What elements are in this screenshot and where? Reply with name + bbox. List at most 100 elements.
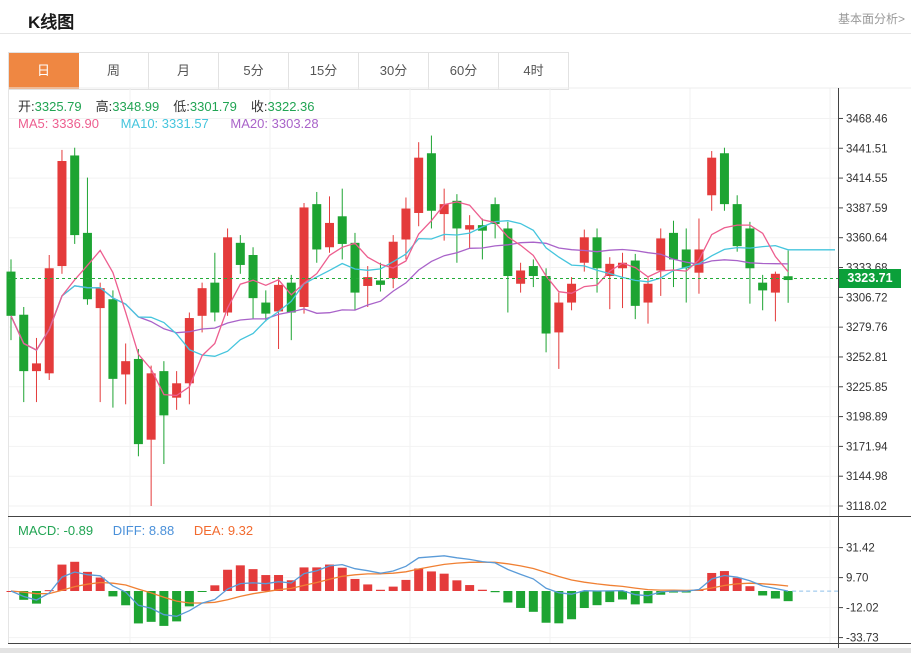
macd-histogram-bar: [261, 575, 271, 591]
macd-histogram-bar: [337, 567, 347, 591]
tab-week[interactable]: 周: [79, 53, 149, 89]
macd-histogram-bar: [172, 591, 182, 622]
main-y-axis-label: 3118.02: [846, 501, 887, 513]
macd-histogram-bar: [439, 573, 449, 591]
macd-histogram-bar: [312, 567, 322, 591]
candle-body: [516, 270, 526, 284]
main-y-axis-label: 3198.89: [846, 412, 888, 424]
diff-line: [10, 555, 789, 617]
macd-histogram-bar: [121, 591, 131, 606]
candle-body: [605, 263, 615, 277]
macd-histogram-bar: [44, 590, 54, 592]
ma20-label: MA20:: [230, 116, 268, 131]
high-label: 高:: [95, 99, 113, 114]
candle-body: [375, 280, 385, 285]
diff-label: DIFF:: [112, 523, 146, 538]
candle-body: [325, 222, 334, 248]
macd-histogram-bar: [656, 591, 666, 595]
macd-histogram-bar: [325, 564, 334, 591]
macd-y-axis-label: 9.70: [846, 573, 868, 585]
current-price-tag: 3323.71: [839, 269, 901, 288]
tab-5min[interactable]: 5分: [219, 53, 289, 89]
header-divider: [0, 33, 911, 34]
macd-histogram-bar: [503, 591, 513, 603]
candle-body: [618, 262, 628, 269]
candle-body: [528, 266, 538, 277]
macd-histogram-bar: [184, 591, 194, 607]
ma5-readout: MA5: 3336.90: [18, 116, 99, 131]
ma5-line: [10, 201, 789, 397]
macd-histogram-bar: [388, 586, 398, 591]
fundamental-analysis-link[interactable]: 基本面分析>: [837, 12, 905, 26]
macd-histogram-bar: [286, 580, 296, 591]
candle-body: [681, 249, 691, 269]
candle-body: [668, 232, 678, 260]
macd-histogram-bar: [31, 591, 41, 604]
close-label: 收:: [250, 99, 268, 114]
candle-body: [121, 361, 131, 375]
diff-value: 8.88: [148, 523, 175, 538]
tab-4hour[interactable]: 4时: [499, 53, 568, 89]
candle-body: [235, 242, 245, 265]
macd-histogram-bar: [630, 591, 640, 605]
tab-month[interactable]: 月: [149, 53, 219, 89]
macd-histogram-bar: [95, 577, 105, 591]
tab-60min[interactable]: 60分: [429, 53, 499, 89]
macd-histogram-bar: [618, 591, 628, 600]
main-y-axis-label: 3144.98: [846, 471, 888, 483]
macd-histogram-bar: [567, 591, 577, 620]
low-label: 低:: [173, 99, 190, 114]
open-value: 3325.79: [34, 99, 82, 114]
macd-histogram-bar: [159, 591, 169, 626]
candle-body: [426, 153, 436, 211]
candle-body: [758, 282, 768, 291]
ma20-readout: MA20: 3303.28: [230, 116, 318, 131]
macd-histogram-bar: [465, 585, 475, 591]
candle-body: [363, 277, 373, 286]
ma10-readout: MA10: 3331.57: [121, 116, 209, 131]
macd-histogram-bar: [235, 565, 245, 591]
candle-body: [146, 373, 156, 440]
macd-histogram-bar: [414, 568, 424, 591]
candle-body: [350, 242, 360, 293]
candle-body: [95, 288, 105, 309]
macd-histogram-bar: [299, 567, 309, 591]
candle-body: [108, 299, 118, 379]
candle-body: [57, 160, 67, 267]
macd-value-readout: MACD: -0.89: [18, 523, 93, 538]
tab-30min[interactable]: 30分: [359, 53, 429, 89]
macd-histogram-bar: [477, 589, 487, 591]
tab-15min[interactable]: 15分: [289, 53, 359, 89]
macd-histogram-bar: [592, 591, 602, 606]
ma10-value: 3331.57: [161, 116, 209, 131]
ohlc-readout: 开:3325.79 高:3348.99 低:3301.79 收:3322.36: [18, 96, 329, 115]
bottom-scrollbar-strip: [0, 648, 911, 653]
macd-histogram-bar: [745, 586, 755, 591]
ma10-label: MA10:: [120, 116, 159, 131]
candle-body: [312, 204, 322, 250]
macd-readout: MACD: -0.89 DIFF: 8.88 DEA: 9.32: [18, 523, 269, 538]
main-y-axis-label: 3414.55: [846, 173, 888, 185]
main-y-axis-label: 3171.94: [846, 441, 888, 453]
macd-histogram-bar: [770, 591, 780, 599]
candle-body: [770, 273, 780, 293]
candle-body: [197, 288, 207, 316]
candle-body: [465, 225, 475, 230]
tab-day[interactable]: 日: [9, 53, 79, 89]
macd-histogram-bar: [82, 571, 92, 591]
macd-histogram-bar: [579, 591, 589, 609]
ma20-value: 3303.28: [271, 116, 319, 131]
candle-body: [286, 282, 296, 313]
macd-histogram-bar: [223, 569, 233, 591]
candle-body: [172, 383, 182, 398]
main-y-axis-label: 3306.72: [846, 292, 888, 304]
macd-histogram-bar: [401, 579, 411, 591]
macd-histogram-bar: [108, 591, 118, 597]
timeframe-tabs: 日 周 月 5分 15分 30分 60分 4时: [8, 52, 569, 90]
macd-histogram-bar: [605, 591, 615, 603]
macd-histogram-bar: [528, 591, 538, 612]
candle-body: [70, 155, 80, 236]
macd-histogram-bar: [375, 589, 385, 591]
candle-body: [274, 284, 284, 312]
